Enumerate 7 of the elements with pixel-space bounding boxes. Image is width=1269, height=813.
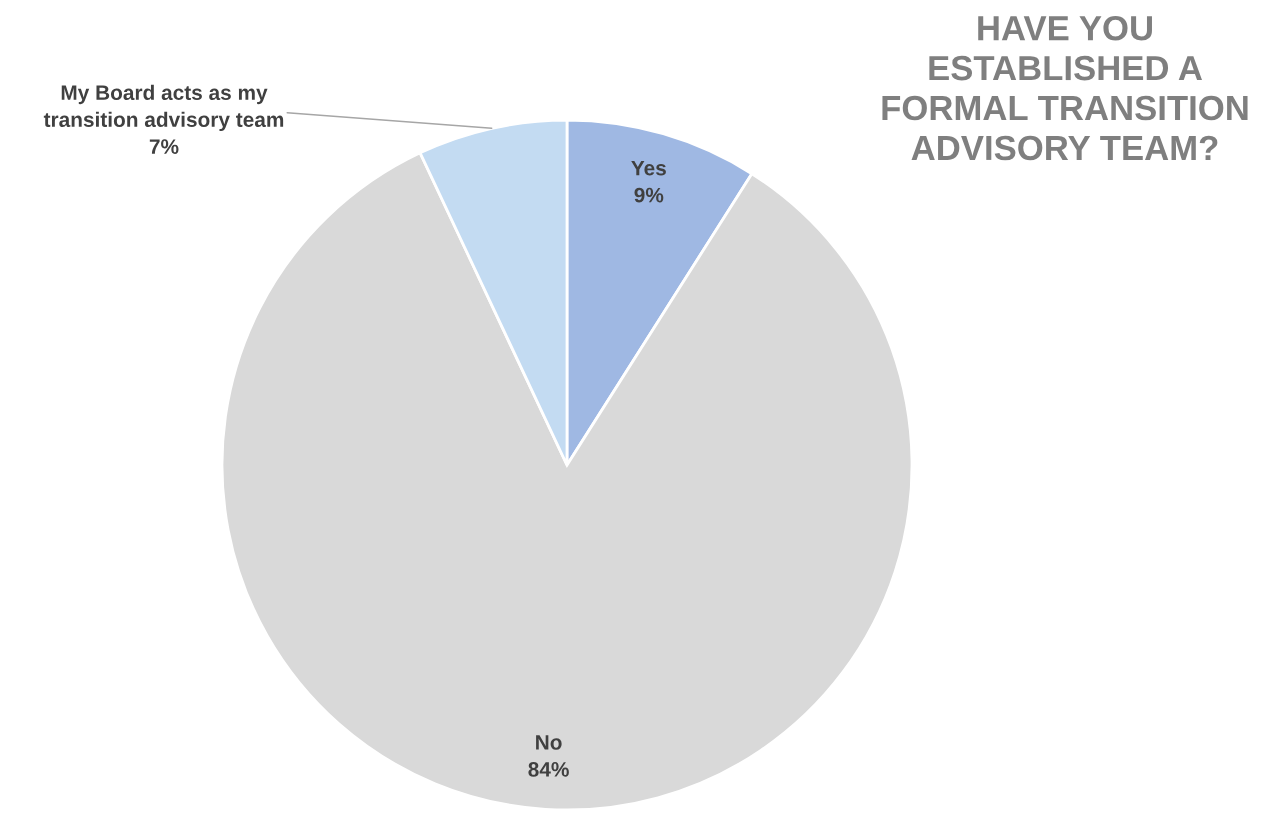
data-label: 84% — [528, 762, 569, 777]
data-label: 7% — [149, 139, 179, 154]
data-label: 9% — [634, 187, 664, 203]
slice-label: My Board acts as my transition advisory team — [43, 84, 284, 132]
slice-label: Yes — [631, 160, 666, 176]
slice-label: No — [536, 735, 562, 750]
text: HAVE YOU ESTABLISHED A FORMAL TRANSITION ADVISORY TEAM? — [882, 15, 1248, 161]
